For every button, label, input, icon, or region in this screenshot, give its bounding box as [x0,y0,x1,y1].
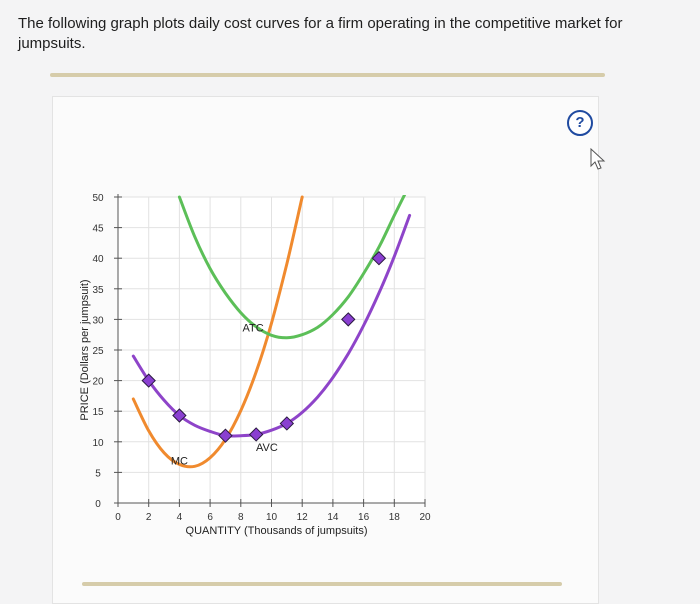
x-tick-label: 18 [389,512,401,523]
y-tick-label: 25 [92,346,104,357]
avc-point-marker [172,408,187,423]
mouse-cursor-icon [590,148,606,170]
x-tick-label: 14 [327,512,339,523]
y-tick-label: 35 [92,285,104,296]
y-tick-label: 0 [95,499,101,510]
question-text: The following graph plots daily cost cur… [18,15,623,52]
y-tick-label: 20 [92,377,104,388]
y-tick-label: 50 [92,193,104,204]
y-tick-label: 5 [95,468,101,479]
curve-mc [131,195,304,469]
curve-label-atc: ATC [242,323,263,335]
help-button[interactable]: ? [567,110,593,136]
y-tick-label: 30 [92,315,104,326]
y-tick-label: 10 [92,438,104,449]
x-tick-label: 16 [358,512,370,523]
top-divider [50,73,605,77]
avc-point-marker [341,312,356,327]
curve-label-mc: MC [171,455,188,467]
x-tick-label: 2 [146,512,152,523]
x-tick-label: 12 [297,512,309,523]
avc-point-marker [371,250,387,266]
help-circle-icon: ? [575,114,585,131]
x-tick-label: 8 [238,512,244,523]
x-axis-title: QUANTITY (Thousands of jumpsuits) [186,525,368,537]
y-axis-title: PRICE (Dollars per jumpsuit) [79,279,91,420]
x-tick-label: 10 [266,512,278,523]
curve-atc [177,195,407,340]
bottom-divider [82,582,562,586]
avc-point-marker [279,416,295,431]
y-tick-label: 45 [92,224,104,235]
curve-label-avc: AVC [256,442,278,454]
y-tick-label: 40 [92,254,104,265]
avc-point-marker [141,373,156,388]
x-tick-label: 4 [177,512,183,523]
x-tick-label: 0 [115,512,121,523]
x-tick-label: 6 [207,512,213,523]
avc-point-marker [248,427,264,442]
avc-point-marker [218,428,233,443]
y-tick-label: 15 [92,407,104,418]
x-tick-label: 20 [419,512,431,523]
